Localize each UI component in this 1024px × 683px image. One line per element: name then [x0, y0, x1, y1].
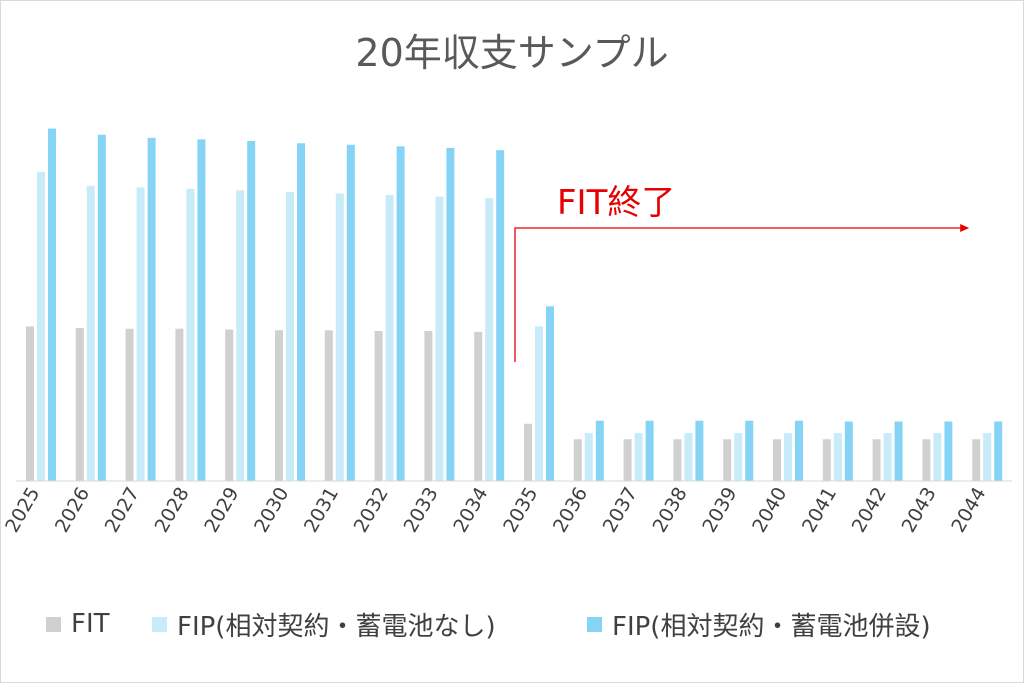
bar-fip-no-battery-2040	[784, 433, 792, 481]
chart-title: 20年収支サンプル	[355, 31, 669, 75]
x-tick-label-2032: 2032	[350, 484, 393, 537]
legend-item-fip-no-battery: FIP(相対契約・蓄電池なし)	[152, 604, 496, 644]
legend-item-fip-battery: FIP(相対契約・蓄電池併設)	[587, 604, 931, 644]
x-tick-label-2034: 2034	[449, 484, 492, 537]
bar-fit-2044	[972, 439, 981, 481]
x-tick-label-2040: 2040	[748, 484, 791, 537]
bar-fip-battery-2025	[48, 128, 56, 482]
x-tick-label-2035: 2035	[499, 484, 542, 537]
bar-fip-no-battery-2039	[734, 433, 743, 481]
bar-fip-battery-2037	[645, 420, 654, 481]
bar-fip-battery-2038	[695, 420, 704, 481]
bar-fit-2042	[872, 439, 881, 481]
bar-fip-battery-2026	[97, 134, 106, 481]
bar-fip-battery-2030	[297, 143, 305, 481]
legend-swatch-fip-battery	[587, 616, 602, 632]
x-tick-label-2039: 2039	[698, 484, 741, 537]
bar-fip-no-battery-2034	[485, 198, 494, 482]
bar-fip-battery-2042	[894, 421, 903, 481]
x-tick-label-2030: 2030	[250, 484, 293, 537]
x-tick-label-2038: 2038	[648, 484, 691, 537]
x-tick-label-2033: 2033	[399, 484, 442, 537]
x-tick-label-2028: 2028	[150, 484, 193, 537]
bar-fip-no-battery-2029	[236, 190, 245, 481]
bar-fip-battery-2039	[745, 420, 754, 481]
bar-fip-battery-2028	[197, 139, 206, 481]
bar-fit-2027	[125, 328, 134, 481]
fit-end-arrow-line	[514, 227, 963, 362]
x-tick-label-2027: 2027	[101, 484, 144, 537]
x-tick-label-2043: 2043	[897, 484, 940, 537]
bar-fit-2035	[524, 423, 532, 481]
bar-fip-no-battery-2041	[833, 433, 842, 481]
bar-fip-no-battery-2027	[136, 187, 145, 481]
bar-fip-no-battery-2037	[634, 433, 643, 481]
bar-fip-battery-2031	[346, 144, 355, 481]
x-tick-label-2044: 2044	[947, 483, 990, 536]
bar-fip-battery-2033	[446, 147, 455, 481]
legend-swatch-fip-no-battery	[152, 616, 167, 632]
x-tick-label-2036: 2036	[549, 484, 592, 537]
bar-fip-battery-2029	[247, 140, 256, 481]
bar-fip-no-battery-2031	[335, 193, 344, 481]
bar-fit-2029	[225, 329, 234, 481]
x-tick-label-2029: 2029	[200, 484, 243, 537]
bar-fit-2036	[573, 439, 582, 481]
bar-fit-2028	[175, 328, 184, 481]
bar-fit-2025	[26, 326, 34, 481]
bar-fip-battery-2034	[496, 150, 505, 482]
legend-swatch-fit	[46, 616, 61, 632]
bar-fit-2040	[773, 439, 781, 481]
bar-fip-no-battery-2033	[435, 196, 444, 482]
bar-fip-no-battery-2032	[385, 195, 394, 482]
bar-fip-no-battery-2044	[983, 433, 992, 481]
fit-end-annotation: FIT終了	[557, 183, 675, 223]
bar-fip-no-battery-2043	[933, 433, 942, 481]
fit-end-arrow-head	[960, 224, 970, 232]
bar-fip-battery-2036	[595, 420, 604, 481]
bar-fit-2038	[673, 439, 682, 481]
bar-fit-2039	[723, 439, 732, 481]
bar-fip-no-battery-2036	[584, 433, 593, 481]
bar-fit-2033	[424, 331, 433, 481]
bar-fit-2031	[324, 330, 333, 481]
x-tick-label-2026: 2026	[51, 484, 94, 537]
bar-fit-2026	[75, 327, 84, 481]
bar-fip-no-battery-2030	[286, 191, 294, 481]
bar-fip-no-battery-2042	[883, 433, 892, 481]
bar-fip-battery-2027	[147, 137, 156, 481]
bar-fip-no-battery-2025	[37, 171, 45, 482]
bar-fip-battery-2044	[994, 421, 1003, 481]
bar-fit-2034	[474, 331, 483, 481]
bar-fit-2032	[374, 331, 383, 481]
bar-fip-battery-2041	[844, 421, 853, 481]
bar-fip-battery-2032	[396, 146, 405, 481]
legend-label-fip-no-battery: FIP(相対契約・蓄電池なし)	[177, 611, 496, 642]
x-tick-label-2037: 2037	[599, 484, 642, 537]
bar-fit-2041	[822, 439, 831, 481]
bar-fip-no-battery-2038	[684, 433, 693, 481]
legend-label-fip-battery: FIP(相対契約・蓄電池併設)	[612, 611, 931, 642]
x-tick-label-2031: 2031	[300, 484, 343, 537]
x-tick-label-2025: 2025	[1, 484, 44, 537]
legend-label-fit: FIT	[71, 609, 110, 639]
bar-fip-battery-2040	[795, 420, 803, 481]
legend-item-fit: FIT	[46, 604, 110, 644]
bar-fit-2030	[275, 330, 283, 481]
bar-fit-2037	[623, 439, 632, 481]
bar-fip-battery-2035	[546, 306, 554, 481]
bar-fip-no-battery-2028	[186, 188, 195, 481]
x-tick-label-2041: 2041	[798, 484, 841, 537]
bar-fip-no-battery-2035	[535, 326, 543, 481]
bar-fip-no-battery-2026	[86, 185, 95, 481]
x-tick-label-2042: 2042	[848, 484, 891, 537]
bar-fit-2043	[922, 439, 931, 481]
bar-fip-battery-2043	[944, 421, 953, 481]
